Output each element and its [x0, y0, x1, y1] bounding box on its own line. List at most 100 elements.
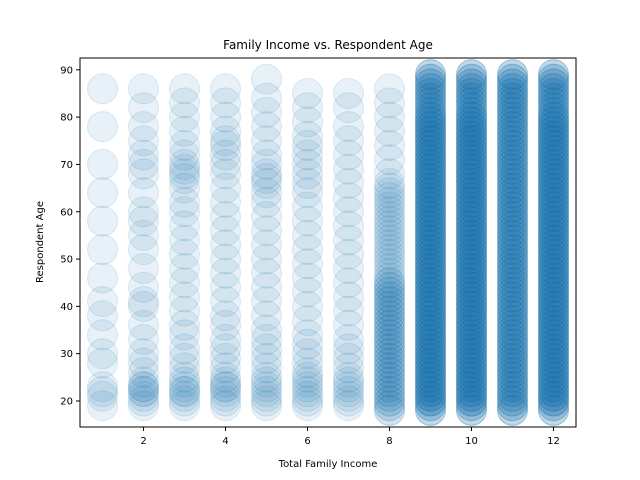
data-point	[538, 347, 569, 379]
y-tick-label: 80	[60, 113, 73, 124]
data-point	[456, 101, 487, 133]
data-point	[415, 87, 446, 119]
data-point	[415, 167, 446, 199]
data-point	[538, 338, 569, 370]
data-point	[497, 234, 528, 266]
data-point	[333, 196, 364, 228]
data-point	[210, 139, 241, 171]
data-point	[497, 73, 528, 105]
data-point	[415, 390, 446, 422]
data-point	[538, 73, 569, 105]
data-point	[497, 385, 528, 417]
data-point	[538, 324, 569, 355]
data-point	[538, 210, 569, 242]
data-point	[538, 106, 569, 138]
data-point	[415, 125, 446, 157]
data-point	[538, 106, 569, 138]
data-point	[538, 262, 569, 294]
data-point	[538, 219, 569, 251]
data-point	[497, 92, 528, 124]
data-point	[456, 82, 487, 114]
data-point	[210, 130, 241, 161]
data-point	[456, 125, 487, 157]
data-point	[374, 243, 405, 275]
data-point	[374, 271, 405, 303]
data-point	[497, 229, 528, 261]
data-point	[538, 191, 569, 223]
data-point	[538, 115, 569, 147]
data-point	[251, 366, 282, 398]
data-point	[415, 380, 446, 412]
data-point	[538, 68, 569, 100]
data-point	[87, 347, 118, 379]
data-point	[415, 281, 446, 313]
data-point	[497, 201, 528, 232]
data-point	[497, 191, 528, 223]
data-point	[333, 125, 364, 157]
data-point	[497, 248, 528, 280]
data-point	[210, 380, 241, 412]
data-point	[456, 376, 487, 407]
data-point	[415, 300, 446, 332]
data-point	[169, 139, 200, 171]
data-point	[374, 342, 405, 374]
data-point	[538, 111, 569, 143]
data-point	[538, 196, 569, 228]
data-point	[497, 115, 528, 147]
data-point	[415, 257, 446, 289]
data-point	[497, 366, 528, 398]
data-point	[210, 215, 241, 247]
data-point	[538, 224, 569, 256]
data-point	[456, 394, 487, 426]
data-point	[415, 376, 446, 407]
data-point	[374, 210, 405, 242]
data-point	[415, 115, 446, 147]
data-point	[456, 352, 487, 384]
data-point	[415, 385, 446, 417]
data-point	[333, 210, 364, 242]
data-point	[497, 371, 528, 403]
data-point	[497, 186, 528, 218]
data-point	[497, 96, 528, 128]
data-point	[415, 314, 446, 346]
data-point	[374, 229, 405, 261]
data-point	[210, 186, 241, 218]
data-point	[456, 248, 487, 280]
data-point	[415, 196, 446, 228]
data-point	[456, 267, 487, 299]
data-point	[456, 177, 487, 209]
data-point	[456, 347, 487, 379]
data-point	[415, 59, 446, 91]
data-point	[456, 338, 487, 370]
data-point	[456, 167, 487, 199]
data-point	[497, 106, 528, 138]
data-point	[333, 376, 364, 407]
data-point	[456, 371, 487, 403]
data-point	[456, 82, 487, 114]
data-point	[497, 243, 528, 275]
data-point	[87, 73, 118, 105]
data-point	[497, 205, 528, 237]
data-point	[538, 191, 569, 223]
data-point	[456, 163, 487, 195]
data-point	[415, 120, 446, 152]
data-point	[415, 130, 446, 161]
data-point	[497, 167, 528, 199]
data-point	[538, 177, 569, 209]
data-point	[415, 125, 446, 157]
data-point	[456, 148, 487, 180]
data-point	[415, 125, 446, 157]
data-point	[538, 205, 569, 237]
data-point	[497, 134, 528, 166]
data-point	[538, 219, 569, 251]
data-point	[497, 385, 528, 417]
data-point	[333, 182, 364, 214]
data-point	[415, 342, 446, 374]
data-point	[538, 163, 569, 195]
data-point	[415, 177, 446, 209]
data-point	[169, 115, 200, 147]
data-point	[538, 120, 569, 152]
data-point	[415, 319, 446, 351]
data-point	[538, 352, 569, 384]
data-point	[456, 101, 487, 133]
